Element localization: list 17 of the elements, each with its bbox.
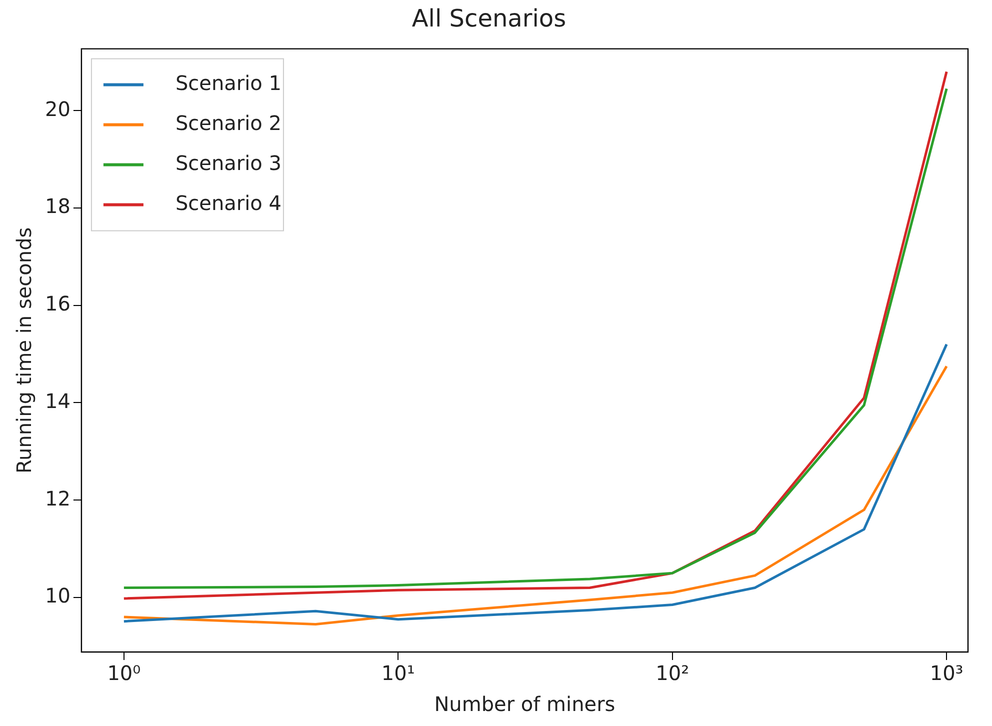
y-tick-label: 14 xyxy=(44,388,70,413)
x-tick-label: 10³ xyxy=(930,661,964,686)
y-tick-label: 10 xyxy=(44,584,70,608)
x-axis-title: Number of miners xyxy=(434,692,616,716)
chart-title: All Scenarios xyxy=(412,4,566,33)
legend-label: Scenario 2 xyxy=(175,111,282,136)
y-tick-label: 16 xyxy=(44,292,70,316)
legend-label: Scenario 4 xyxy=(175,191,282,216)
legend-label: Scenario 3 xyxy=(175,151,282,176)
x-tick-label: 10² xyxy=(656,661,690,686)
x-tick-label: 10¹ xyxy=(381,661,415,686)
x-tick-label: 10⁰ xyxy=(107,661,141,686)
y-axis-title: Running time in seconds xyxy=(12,227,36,474)
y-tick-label: 12 xyxy=(44,486,70,510)
legend-label: Scenario 1 xyxy=(175,71,282,96)
y-tick-label: 20 xyxy=(44,96,70,121)
y-tick-label: 18 xyxy=(44,194,70,218)
